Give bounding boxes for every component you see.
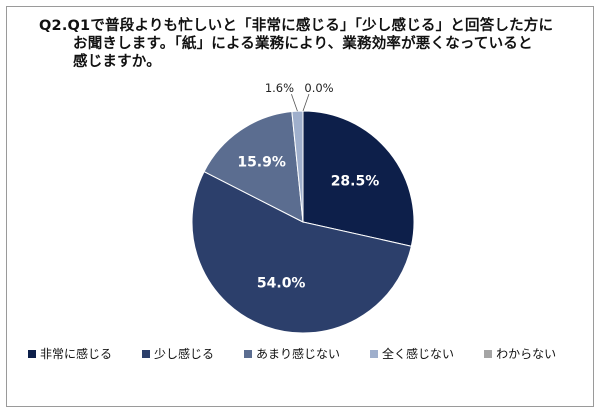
legend-label-3: 全く感じない: [382, 347, 455, 361]
legend-label-2: あまり感じない: [256, 347, 341, 361]
pie-slices: [191, 110, 415, 334]
chart-frame: Q2.Q1で普段よりも忙しいと「非常に感じる」「少し感じる」と回答した方に お聞…: [6, 6, 594, 407]
chart-title: Q2.Q1で普段よりも忙しいと「非常に感じる」「少し感じる」と回答した方に お聞…: [39, 17, 579, 71]
data-label-3: 1.6%: [265, 81, 294, 95]
legend-label-4: わからない: [496, 347, 557, 361]
pie-slice-1: [191, 170, 412, 334]
legend-item-4: わからない: [484, 345, 556, 362]
data-label-4: 0.0%: [304, 81, 333, 95]
legend-item-3: 全く感じない: [370, 345, 454, 362]
title-line-1: Q2.Q1で普段よりも忙しいと「非常に感じる」「少し感じる」と回答した方に: [39, 18, 554, 34]
legend-swatch-1: [142, 349, 151, 358]
legend-swatch-4: [484, 349, 493, 358]
legend-swatch-0: [28, 349, 36, 358]
leader-line-3: [291, 94, 298, 112]
leader-lines: [291, 93, 310, 112]
title-line-2: お聞きします。「紙」による業務により、業務効率が悪くなっていると: [73, 36, 533, 52]
legend: 非常に感じる 少し感じる あまり感じない 全く感じない わからない: [28, 345, 588, 362]
pie-slice-0: [302, 110, 415, 247]
legend-label-0: 非常に感じる: [40, 347, 113, 361]
legend-label-1: 少し感じる: [154, 347, 215, 361]
legend-item-2: あまり感じない: [244, 345, 340, 362]
data-label-1: 54.0%: [257, 276, 306, 292]
data-label-0: 28.5%: [331, 173, 380, 189]
title-line-3: 感じますか。: [73, 54, 161, 70]
data-label-2: 15.9%: [237, 155, 286, 171]
data-labels: 28.5% 54.0% 15.9% 1.6% 0.0%: [237, 81, 379, 292]
legend-swatch-3: [370, 349, 379, 358]
leader-line-4: [302, 93, 310, 112]
legend-item-1: 少し感じる: [142, 345, 214, 362]
legend-swatch-2: [244, 349, 253, 358]
legend-item-0: 非常に感じる: [28, 345, 112, 362]
pie-slice-2: [203, 111, 304, 223]
